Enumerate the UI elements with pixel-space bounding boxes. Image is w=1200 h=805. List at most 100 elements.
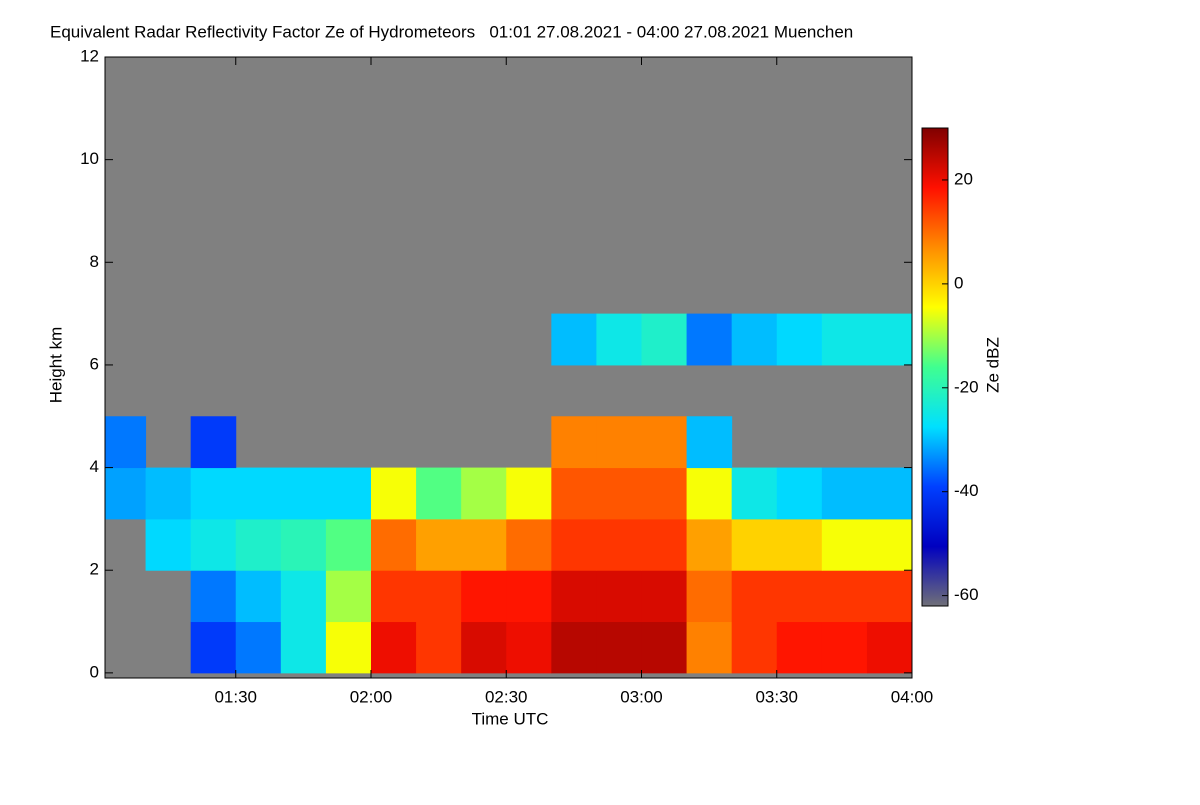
heatmap-cell [235, 621, 282, 674]
heatmap-cell [416, 518, 462, 571]
heatmap-cell [325, 518, 372, 571]
chart-title: Equivalent Radar Reflectivity Factor Ze … [50, 22, 853, 41]
heatmap-cell [461, 467, 507, 520]
heatmap-cell [686, 518, 733, 571]
heatmap-cell [325, 467, 372, 520]
heatmap-cell [506, 518, 552, 571]
heatmap-cell [190, 621, 237, 674]
heatmap-cell [416, 467, 462, 520]
colorbar-tick-label: -40 [954, 481, 979, 500]
heatmap-cell [551, 416, 597, 469]
heatmap-cell [731, 313, 778, 366]
heatmap-cell [461, 570, 507, 623]
heatmap-cell [235, 518, 282, 571]
heatmap-cell [821, 313, 868, 366]
heatmap-cell [190, 518, 237, 571]
x-tick-label: 02:30 [485, 687, 528, 706]
heatmap-cell [866, 570, 913, 623]
heatmap-cell [461, 621, 507, 674]
heatmap-cell [551, 467, 597, 520]
heatmap-cell [280, 621, 327, 674]
heatmap-cell [686, 467, 733, 520]
heatmap-cell [776, 313, 823, 366]
colorbar-tick-label: 20 [954, 169, 973, 188]
heatmap-cell [866, 621, 913, 674]
heatmap-cell [280, 467, 327, 520]
heatmap-cell [551, 570, 597, 623]
x-tick-label: 04:00 [891, 687, 934, 706]
heatmap-cell [686, 416, 733, 469]
heatmap-cell [596, 313, 642, 366]
heatmap-cell [235, 467, 282, 520]
y-tick-label: 2 [90, 560, 99, 579]
heatmap-cell [370, 570, 417, 623]
heatmap-cell [641, 518, 688, 571]
heatmap-cell [506, 621, 552, 674]
heatmap-cell [551, 621, 597, 674]
heatmap-cell [776, 518, 823, 571]
heatmap-cell [641, 416, 688, 469]
y-tick-label: 12 [80, 46, 99, 65]
y-tick-label: 10 [80, 149, 99, 168]
y-tick-label: 0 [90, 662, 99, 681]
y-tick-label: 4 [90, 457, 99, 476]
heatmap-cell [370, 621, 417, 674]
heatmap-cell [145, 467, 192, 520]
heatmap-cell [821, 570, 868, 623]
heatmap-cell [190, 467, 237, 520]
heatmap-cell [731, 621, 778, 674]
heatmap-cell [731, 518, 778, 571]
x-tick-label: 03:00 [620, 687, 663, 706]
heatmap-cell [731, 467, 778, 520]
heatmap-cell [596, 621, 642, 674]
colorbar-tick-label: -60 [954, 585, 979, 604]
heatmap-cell [641, 467, 688, 520]
heatmap-cell [461, 518, 507, 571]
heatmap-cell [641, 570, 688, 623]
heatmap-cell [641, 621, 688, 674]
heatmap-cell [776, 621, 823, 674]
heatmap-cell [686, 313, 733, 366]
heatmap-cell [416, 621, 462, 674]
colorbar-label: Ze dBZ [983, 337, 1002, 393]
heatmap-cell [866, 467, 913, 520]
x-axis-label: Time UTC [472, 709, 549, 728]
x-tick-label: 01:30 [214, 687, 257, 706]
heatmap-cell [596, 518, 642, 571]
heatmap-cell [821, 518, 868, 571]
heatmap-cell [105, 416, 147, 469]
x-tick-label: 02:00 [350, 687, 393, 706]
heatmap-cell [866, 313, 913, 366]
heatmap-cell [190, 570, 237, 623]
plot-frame [104, 56, 913, 679]
heatmap-cell [821, 467, 868, 520]
y-axis-label: Height km [46, 327, 65, 404]
heatmap-cell [596, 467, 642, 520]
heatmap-cell [145, 518, 192, 571]
heatmap-cell [370, 518, 417, 571]
heatmap-cell [190, 416, 237, 469]
y-tick-label: 8 [90, 252, 99, 271]
colorbar-tick-label: -20 [954, 377, 979, 396]
heatmap-cell [596, 570, 642, 623]
heatmap-cell [370, 467, 417, 520]
heatmap-cell [105, 467, 147, 520]
colorbar [921, 127, 949, 607]
heatmap-cell [731, 570, 778, 623]
heatmap-cell [686, 621, 733, 674]
colorbar-tick-label: 0 [954, 273, 963, 292]
heatmap-cell [776, 467, 823, 520]
heatmap-cell [551, 313, 597, 366]
heatmap-cell [596, 416, 642, 469]
heatmap-cell [280, 570, 327, 623]
y-tick-label: 6 [90, 354, 99, 373]
heatmap-cell [416, 570, 462, 623]
heatmap-cell [866, 518, 913, 571]
heatmap-cell [686, 570, 733, 623]
heatmap-cell [280, 518, 327, 571]
heatmap-cell [235, 570, 282, 623]
x-tick-label: 03:30 [755, 687, 798, 706]
heatmap-cell [506, 467, 552, 520]
heatmap-cell [551, 518, 597, 571]
